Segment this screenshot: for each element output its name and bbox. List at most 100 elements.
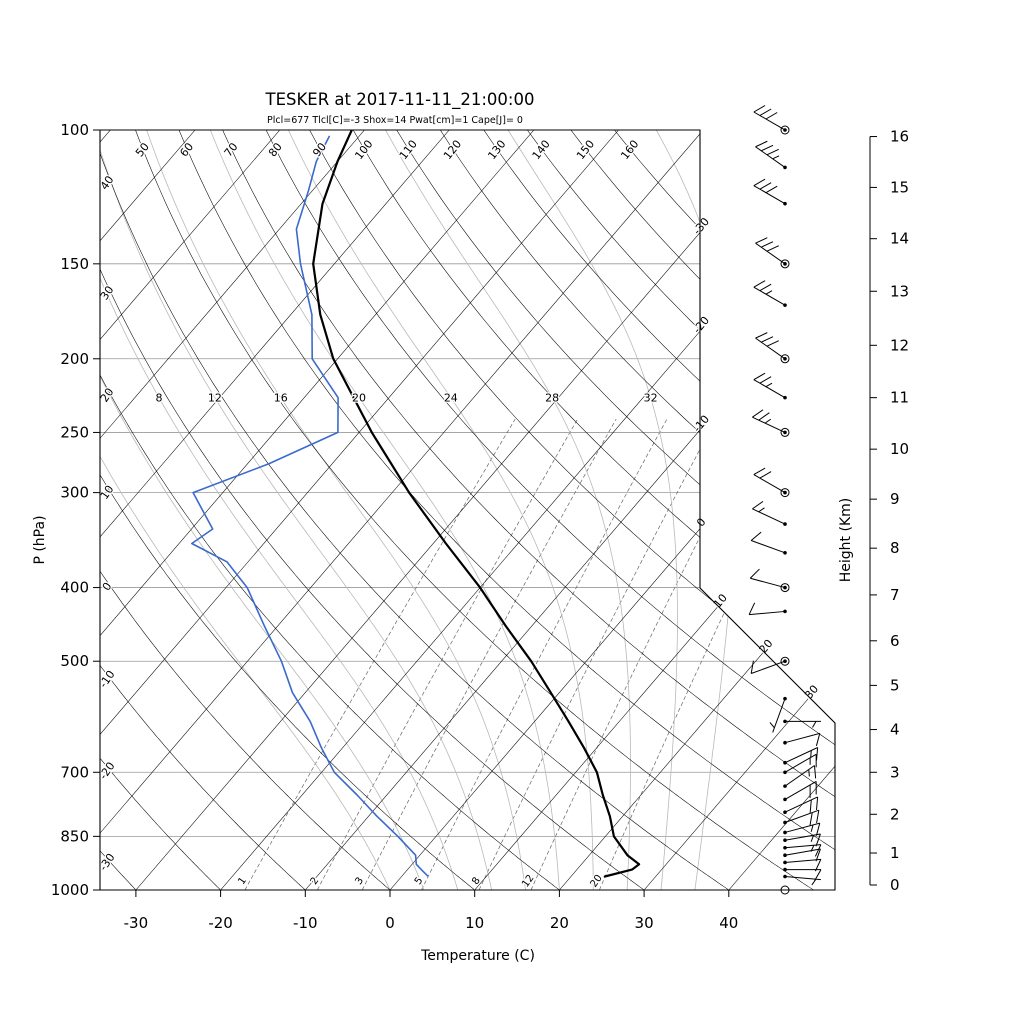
barb-feather: [749, 568, 760, 579]
station-dot: [783, 128, 787, 132]
isotherm-line: [100, 130, 365, 890]
mixing-ratio-line: [316, 418, 578, 890]
barb-half-feather: [772, 155, 780, 160]
moist-adiabat-line: [146, 130, 526, 890]
wind-barb: [753, 280, 787, 307]
mixing-ratio-label: 2: [309, 875, 322, 887]
moist-adiabat-line: [100, 130, 459, 890]
barb-feather: [815, 733, 821, 747]
isotherm-line: [100, 130, 111, 890]
wind-barb: [753, 178, 787, 206]
mixing-ratio-line: [478, 418, 717, 890]
barb-feather: [748, 602, 756, 615]
barb-feather: [759, 108, 772, 116]
pressure-axis-label: P (hPa): [32, 515, 48, 564]
station-dot: [783, 262, 787, 266]
station-dot: [783, 490, 787, 495]
wind-barb: [783, 809, 820, 826]
station-dot: [783, 846, 787, 850]
chart-title: TESKER at 2017-11-11_21:00:00: [264, 90, 534, 110]
wind-barb: [755, 237, 787, 266]
isotherm-line: [0, 130, 26, 890]
station-dot: [783, 609, 787, 614]
barb-feather: [759, 283, 772, 292]
wind-barb: [750, 659, 787, 674]
wind-barb: [783, 848, 821, 862]
station-dot: [783, 659, 787, 664]
wind-barb: [750, 531, 787, 555]
dry-adiabat-label: 10: [98, 483, 117, 502]
barb-shaft: [753, 474, 786, 494]
barb-feather: [753, 280, 766, 288]
dry-adiabat-line: [527, 130, 835, 890]
moist-adiabat-line: [100, 130, 492, 890]
station-dot: [783, 430, 787, 435]
dry-adiabat-label: 50: [133, 140, 152, 159]
profile-layer: [191, 130, 641, 878]
barb-feather: [753, 467, 766, 476]
barb-feather: [755, 332, 768, 339]
grid-layer: [0, 130, 835, 890]
dry-adiabat-line: [100, 130, 729, 890]
barb-shaft: [753, 111, 786, 131]
barb-feather: [815, 747, 819, 761]
height-tick-label: 11: [890, 389, 909, 407]
dry-adiabat-label: 60: [177, 140, 196, 159]
station-dot: [783, 740, 787, 745]
station-dot: [783, 719, 787, 724]
isotherm-line: [643, 130, 835, 890]
wind-barb: [783, 822, 821, 836]
barb-feather: [766, 245, 779, 252]
isotherm-edge-label: 10: [711, 591, 730, 610]
isotherm-line: [305, 130, 835, 890]
barb-shaft: [751, 660, 786, 674]
height-tick-label: 8: [890, 539, 900, 557]
barb-feather: [766, 148, 779, 156]
barb-feather: [809, 812, 813, 826]
mixing-ratio-line: [421, 418, 668, 890]
barb-shaft: [784, 822, 820, 833]
mixing-ratio-line: [599, 418, 819, 890]
station-circle: [780, 125, 790, 135]
isotherm-line: [389, 130, 835, 890]
barb-feather: [753, 178, 766, 187]
plot-frame: [99, 129, 836, 891]
station-dot: [783, 760, 787, 765]
height-tick-label: 0: [890, 876, 900, 894]
barb-shaft: [784, 848, 821, 856]
barb-feather: [755, 140, 768, 148]
barb-feather: [766, 340, 779, 347]
barb-shaft: [784, 747, 818, 764]
moist-adiabat-label: 12: [208, 392, 222, 405]
height-tick-label: 14: [890, 230, 909, 248]
dry-adiabat-label: 150: [574, 138, 597, 163]
barb-feather: [816, 810, 820, 824]
barb-shaft: [784, 780, 817, 800]
barb-half-feather: [764, 418, 772, 424]
barb-feather: [750, 660, 754, 674]
barb-feather: [765, 185, 778, 194]
barb-feather: [753, 105, 766, 113]
moist-adiabat-line: [100, 130, 391, 890]
wind-barb: [769, 696, 787, 733]
station-dot: [783, 522, 787, 526]
wind-barb: [748, 602, 787, 616]
barb-half-feather: [812, 721, 817, 728]
mixing-ratio-label: 3: [354, 875, 367, 887]
moist-adiabat-label: 28: [545, 392, 559, 405]
pressure-tick-label: 850: [60, 827, 89, 845]
station-dot: [783, 696, 787, 701]
mixing-ratio-line: [361, 418, 617, 890]
dry-adiabat-line: [614, 130, 835, 890]
barb-shaft: [772, 698, 786, 733]
wind-barb: [783, 753, 817, 775]
station-dot: [783, 770, 787, 775]
station-circle: [780, 259, 790, 269]
barb-shaft: [753, 185, 786, 205]
dry-adiabat-label: 100: [352, 138, 375, 163]
barb-feather: [761, 241, 774, 248]
station-dot: [783, 810, 787, 814]
dry-adiabat-line: [100, 130, 645, 890]
mixing-ratio-label: 20: [589, 873, 605, 890]
wind-barb: [755, 140, 787, 170]
